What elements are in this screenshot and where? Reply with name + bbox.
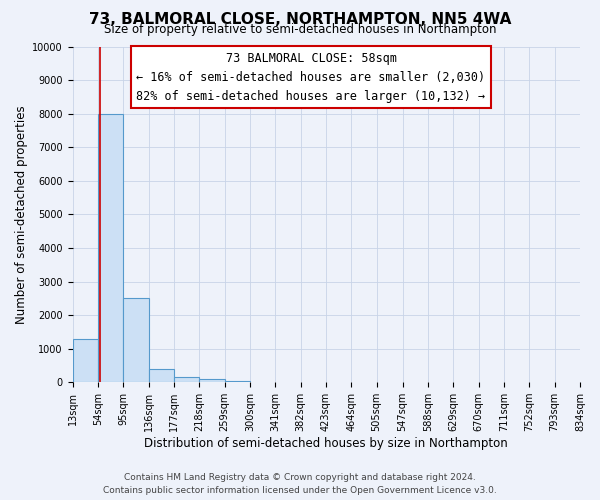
Text: 73, BALMORAL CLOSE, NORTHAMPTON, NN5 4WA: 73, BALMORAL CLOSE, NORTHAMPTON, NN5 4WA — [89, 12, 511, 28]
Bar — [199, 379, 224, 382]
X-axis label: Distribution of semi-detached houses by size in Northampton: Distribution of semi-detached houses by … — [145, 437, 508, 450]
Bar — [123, 298, 149, 382]
Bar — [149, 369, 174, 382]
Bar — [224, 380, 250, 382]
Text: 73 BALMORAL CLOSE: 58sqm
← 16% of semi-detached houses are smaller (2,030)
82% o: 73 BALMORAL CLOSE: 58sqm ← 16% of semi-d… — [136, 52, 485, 102]
Bar — [98, 114, 123, 382]
Bar — [174, 377, 199, 382]
Y-axis label: Number of semi-detached properties: Number of semi-detached properties — [15, 105, 28, 324]
Bar — [73, 338, 98, 382]
Text: Size of property relative to semi-detached houses in Northampton: Size of property relative to semi-detach… — [104, 22, 496, 36]
Text: Contains HM Land Registry data © Crown copyright and database right 2024.
Contai: Contains HM Land Registry data © Crown c… — [103, 473, 497, 495]
